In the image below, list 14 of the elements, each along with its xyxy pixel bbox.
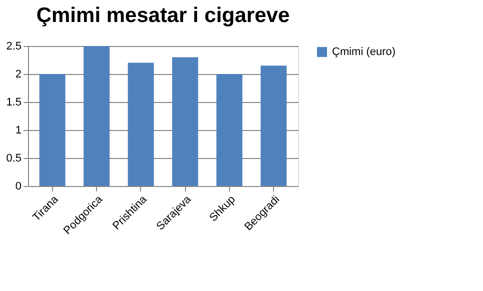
- y-tick-label: 2: [15, 68, 22, 80]
- bar: [260, 66, 287, 186]
- bar: [216, 74, 242, 186]
- legend-label: Çmimi (euro): [332, 46, 396, 58]
- y-tick-label: 2.5: [6, 40, 22, 52]
- y-tick-label: 0: [15, 180, 22, 192]
- y-tick-label: 1.5: [6, 96, 22, 108]
- y-tick-label: 1: [15, 124, 22, 136]
- bar: [172, 57, 198, 186]
- chart-title: Çmimi mesatar i cigareve: [36, 4, 290, 27]
- bar: [128, 62, 154, 186]
- bar: [84, 46, 110, 186]
- y-tick-label: 0.5: [6, 152, 22, 164]
- bar: [39, 74, 66, 186]
